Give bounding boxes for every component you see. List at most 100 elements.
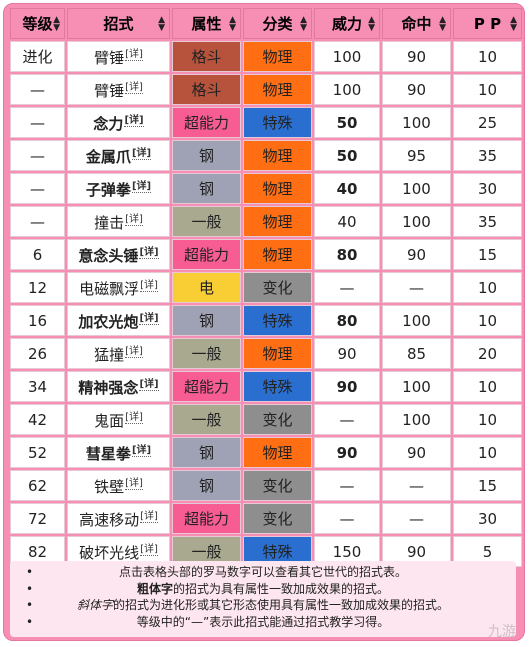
pp-cell: 30: [453, 503, 522, 534]
move-link[interactable]: 电磁飘浮: [79, 280, 140, 298]
detail-link[interactable]: [详]: [125, 346, 143, 358]
level-cell: —: [10, 206, 65, 237]
pp-cell: 10: [453, 74, 522, 105]
accuracy-cell: 100: [382, 173, 451, 204]
pp-cell: 10: [453, 305, 522, 336]
table-row: 72 高速移动[详] 超能力 变化 — —30: [10, 503, 522, 534]
detail-link[interactable]: [详]: [125, 214, 143, 226]
category-badge[interactable]: 变化: [243, 503, 312, 534]
detail-link[interactable]: [详]: [139, 313, 159, 325]
type-badge[interactable]: 电: [172, 272, 241, 303]
pp-cell: 10: [453, 371, 522, 402]
move-link[interactable]: 精神强念: [78, 379, 139, 397]
detail-link[interactable]: [详]: [139, 379, 159, 391]
type-badge[interactable]: 钢: [172, 305, 241, 336]
power-cell: 50: [314, 107, 380, 138]
table-row: 34 精神强念[详] 超能力 特殊 90 100 10: [10, 371, 522, 402]
pp-cell: 15: [453, 239, 522, 270]
level-cell: —: [10, 107, 65, 138]
category-badge[interactable]: 物理: [243, 140, 312, 171]
type-badge[interactable]: 超能力: [172, 371, 241, 402]
move-name-cell: 臂锤[详]: [67, 74, 170, 105]
sort-arrows-icon: ▲ ▼: [300, 14, 307, 33]
category-badge[interactable]: 物理: [243, 41, 312, 72]
column-header-category[interactable]: 分类 ▲ ▼: [243, 8, 312, 39]
move-link[interactable]: 子弹拳: [85, 181, 131, 199]
pp-cell: 10: [453, 272, 522, 303]
type-badge[interactable]: 超能力: [172, 503, 241, 534]
move-link[interactable]: 彗星拳: [85, 445, 131, 463]
table-row: — 撞击[详] 一般 物理 40 100 35: [10, 206, 522, 237]
type-badge[interactable]: 一般: [172, 338, 241, 369]
detail-link[interactable]: [详]: [131, 148, 152, 160]
category-badge[interactable]: 物理: [243, 338, 312, 369]
type-badge[interactable]: 一般: [172, 404, 241, 435]
move-link[interactable]: 臂锤: [94, 82, 125, 100]
column-header-power[interactable]: 威力 ▲ ▼: [314, 8, 380, 39]
move-name-cell: 铁壁[详]: [67, 470, 170, 501]
type-badge[interactable]: 格斗: [172, 41, 241, 72]
detail-link[interactable]: [详]: [125, 49, 143, 61]
detail-link[interactable]: [详]: [140, 511, 158, 523]
category-badge[interactable]: 特殊: [243, 107, 312, 138]
header-row: 等级 ▲ ▼ 招式 ▲ ▼ 属性 ▲ ▼ 分类 ▲ ▼ 威力 ▲ ▼ 命中 ▲ ▼ P P ▲ ▼: [10, 8, 522, 39]
level-cell: 62: [10, 470, 65, 501]
column-header-type[interactable]: 属性 ▲ ▼: [172, 8, 241, 39]
column-header-level[interactable]: 等级 ▲ ▼: [10, 8, 65, 39]
type-badge[interactable]: 超能力: [172, 107, 241, 138]
detail-link[interactable]: [详]: [125, 82, 143, 94]
detail-link[interactable]: [详]: [125, 478, 143, 490]
category-badge[interactable]: 物理: [243, 239, 312, 270]
accuracy-cell: 85: [382, 338, 451, 369]
table-row: 进化 臂锤[详] 格斗 物理 100 90 10: [10, 41, 522, 72]
move-link[interactable]: 高速移动: [79, 511, 140, 529]
bullet-icon: •: [26, 598, 34, 612]
level-cell: 26: [10, 338, 65, 369]
detail-link[interactable]: [详]: [124, 115, 144, 127]
detail-link[interactable]: [详]: [125, 412, 143, 424]
move-link[interactable]: 破坏光线: [79, 544, 140, 562]
type-badge[interactable]: 钢: [172, 173, 241, 204]
move-name-cell: 意念头锤[详]: [67, 239, 170, 270]
move-link[interactable]: 鬼面: [94, 412, 125, 430]
move-link[interactable]: 撞击: [94, 214, 125, 232]
accuracy-cell: —: [382, 470, 451, 501]
column-header-move[interactable]: 招式 ▲ ▼: [67, 8, 170, 39]
detail-link[interactable]: [详]: [140, 280, 158, 292]
type-badge[interactable]: 一般: [172, 206, 241, 237]
move-link[interactable]: 猛撞: [94, 346, 125, 364]
table-row: 12 电磁飘浮[详] 电变化 — —10: [10, 272, 522, 303]
detail-link[interactable]: [详]: [140, 544, 158, 556]
category-badge[interactable]: 特殊: [243, 305, 312, 336]
bullet-icon: •: [26, 614, 34, 629]
move-link[interactable]: 念力: [93, 115, 124, 133]
category-badge[interactable]: 变化: [243, 272, 312, 303]
type-badge[interactable]: 钢: [172, 470, 241, 501]
category-badge[interactable]: 特殊: [243, 371, 312, 402]
power-cell: —: [314, 470, 380, 501]
type-badge[interactable]: 超能力: [172, 239, 241, 270]
note-4: • 等级中的“—”表示此招式能通过招式教学习得。: [26, 614, 390, 629]
type-badge[interactable]: 钢: [172, 140, 241, 171]
move-link[interactable]: 加农光炮: [78, 313, 139, 331]
column-header-pp[interactable]: P P ▲ ▼: [453, 8, 522, 39]
move-link[interactable]: 铁壁: [94, 478, 125, 496]
category-badge[interactable]: 变化: [243, 404, 312, 435]
move-name-cell: 鬼面[详]: [67, 404, 170, 435]
move-link[interactable]: 臂锤: [94, 49, 125, 67]
category-badge[interactable]: 物理: [243, 74, 312, 105]
detail-link[interactable]: [详]: [131, 445, 152, 457]
table-row: 16 加农光炮[详] 钢特殊 80 100 10: [10, 305, 522, 336]
move-link[interactable]: 金属爪: [85, 148, 131, 166]
category-badge[interactable]: 物理: [243, 206, 312, 237]
category-badge[interactable]: 变化: [243, 470, 312, 501]
type-badge[interactable]: 格斗: [172, 74, 241, 105]
detail-link[interactable]: [详]: [139, 247, 159, 259]
note-1: • 点击表格头部的罗马数字可以查看其它世代的招式表。: [26, 565, 407, 579]
detail-link[interactable]: [详]: [131, 181, 152, 193]
category-badge[interactable]: 物理: [243, 437, 312, 468]
category-badge[interactable]: 物理: [243, 173, 312, 204]
type-badge[interactable]: 钢: [172, 437, 241, 468]
column-header-accuracy[interactable]: 命中 ▲ ▼: [382, 8, 451, 39]
move-link[interactable]: 意念头锤: [78, 247, 139, 265]
